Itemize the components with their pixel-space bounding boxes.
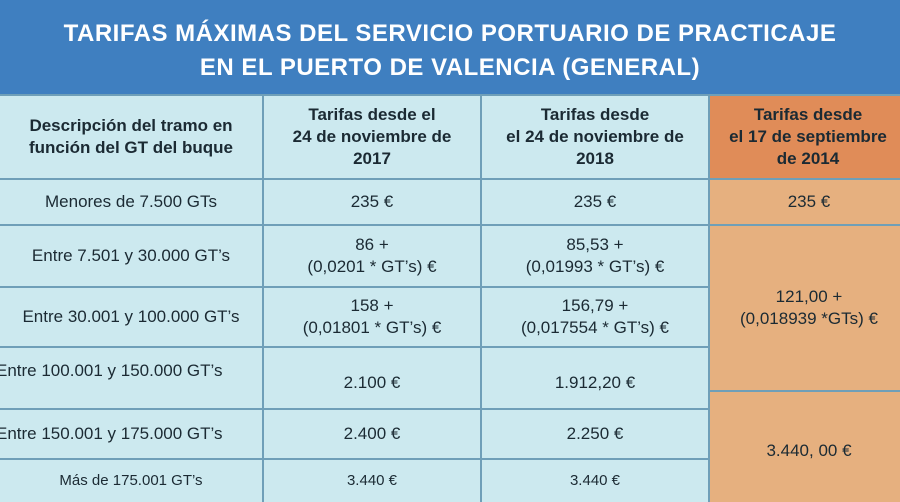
row-2-tariff-2017: 86 + (0,0201 * GT’s) €: [264, 226, 480, 286]
row-2-tariff-2017-variable: (0,0201 * GT’s) €: [307, 257, 437, 276]
column-header-2014-line-3: de 2014: [776, 149, 840, 168]
column-header-2017-line-2: 24 de noviembre de: [292, 127, 452, 146]
row-3-tariff-2018-base: 156,79 +: [561, 296, 629, 315]
column-header-2017-line-3: 2017: [353, 149, 391, 168]
merged-tariff-2014-mid-range: 121,00 + (0,018939 *GTs) €: [710, 226, 900, 390]
row-2-tariff-2018: 85,53 + (0,01993 * GT’s) €: [482, 226, 708, 286]
row-2-tariff-2018-base: 85,53 +: [566, 235, 624, 254]
title-line-2: EN EL PUERTO DE VALENCIA (GENERAL): [199, 54, 701, 81]
merged-tariff-2014-large: 3.440, 00 €: [710, 392, 900, 502]
row-3-tariff-2017-base: 158 +: [350, 296, 394, 315]
title-line-1: TARIFAS MÁXIMAS DEL SERVICIO PORTUARIO D…: [63, 20, 837, 47]
row-2-tariff-2018-variable: (0,01993 * GT’s) €: [525, 257, 665, 276]
column-header-2014: Tarifas desde el 17 de septiembre de 201…: [710, 96, 900, 178]
merged-tariff-2014-base: 121,00 +: [775, 287, 843, 306]
column-header-2017-line-1: Tarifas desde el: [308, 105, 436, 124]
row-5-tariff-2018: 2.250 €: [482, 410, 708, 458]
column-header-2018-line-1: Tarifas desde: [540, 105, 650, 124]
row-1-tariff-2014: 235 €: [710, 180, 900, 224]
row-6-tariff-2018: 3.440 €: [482, 460, 708, 502]
row-5-tariff-2017: 2.400 €: [264, 410, 480, 458]
row-1-tariff-2017: 235 €: [264, 180, 480, 224]
column-header-2014-line-2: el 17 de septiembre: [729, 127, 887, 146]
column-header-description: Descripción del tramo en función del GT …: [0, 96, 262, 178]
row-2-description: Entre 7.501 y 30.000 GT’s: [0, 226, 262, 286]
row-3-tariff-2017: 158 + (0,01801 * GT’s) €: [264, 288, 480, 346]
row-1-description: Menores de 7.500 GTs: [0, 180, 262, 224]
row-3-tariff-2018: 156,79 + (0,017554 * GT’s) €: [482, 288, 708, 346]
row-4-description-text: Entre 100.001 y 150.000 GT’s: [0, 361, 223, 380]
row-4-tariff-2018: 1.912,20 €: [482, 348, 708, 408]
row-6-tariff-2017: 3.440 €: [264, 460, 480, 502]
row-3-tariff-2017-variable: (0,01801 * GT’s) €: [302, 318, 442, 337]
row-4-tariff-2017: 2.100 €: [264, 348, 480, 408]
column-header-2018: Tarifas desde el 24 de noviembre de 2018: [482, 96, 708, 178]
table-title: TARIFAS MÁXIMAS DEL SERVICIO PORTUARIO D…: [0, 0, 900, 94]
row-6-description: Más de 175.001 GT’s: [0, 460, 262, 502]
column-header-description-line-2: función del GT del buque: [29, 138, 233, 157]
row-5-description: Entre 150.001 y 175.000 GT’s: [0, 410, 262, 458]
column-header-2018-line-3: 2018: [576, 149, 614, 168]
column-header-2018-line-2: el 24 de noviembre de: [506, 127, 684, 146]
row-5-description-text: Entre 150.001 y 175.000 GT’s: [0, 424, 223, 443]
row-2-tariff-2017-base: 86 +: [355, 235, 389, 254]
row-3-tariff-2018-variable: (0,017554 * GT’s) €: [520, 318, 670, 337]
row-3-description: Entre 30.001 y 100.000 GT’s: [0, 288, 262, 346]
column-header-description-line-1: Descripción del tramo en: [29, 116, 233, 135]
merged-tariff-2014-variable: (0,018939 *GTs) €: [740, 309, 878, 328]
column-header-2017: Tarifas desde el 24 de noviembre de 2017: [264, 96, 480, 178]
row-1-tariff-2018: 235 €: [482, 180, 708, 224]
row-4-description: Entre 100.001 y 150.000 GT’s: [0, 348, 262, 408]
column-header-2014-line-1: Tarifas desde: [753, 105, 863, 124]
